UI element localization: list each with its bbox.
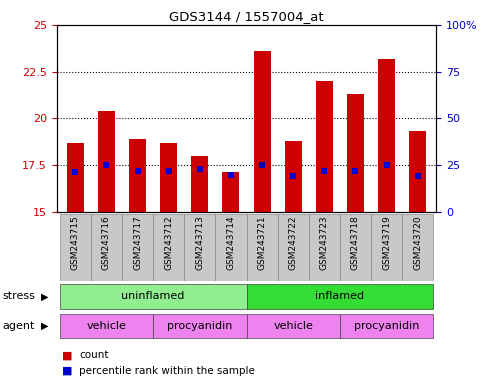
Text: vehicle: vehicle (87, 321, 126, 331)
Text: GSM243716: GSM243716 (102, 215, 111, 270)
Bar (316, 81, 333, 212)
Bar (184, 214, 215, 281)
Text: count: count (79, 350, 108, 360)
Text: GSM243717: GSM243717 (133, 215, 142, 270)
Text: ▶: ▶ (40, 291, 48, 301)
Bar (160, 142, 177, 212)
Text: GSM243721: GSM243721 (257, 215, 267, 270)
Text: procyanidin: procyanidin (354, 321, 419, 331)
Bar (253, 51, 271, 212)
Bar (309, 214, 340, 281)
Text: ▶: ▶ (40, 321, 48, 331)
Bar (129, 139, 146, 212)
Text: GSM243719: GSM243719 (382, 215, 391, 270)
Text: ■: ■ (62, 350, 72, 360)
Text: vehicle: vehicle (273, 321, 313, 331)
Text: GSM243714: GSM243714 (226, 215, 236, 270)
Text: GSM243722: GSM243722 (289, 215, 298, 270)
Bar (91, 214, 122, 281)
Text: GSM243715: GSM243715 (71, 215, 80, 270)
Bar (409, 131, 426, 212)
Bar (60, 284, 246, 309)
Text: GSM243720: GSM243720 (413, 215, 422, 270)
Text: procyanidin: procyanidin (167, 321, 233, 331)
Bar (222, 172, 240, 212)
Text: percentile rank within the sample: percentile rank within the sample (79, 366, 255, 376)
Bar (191, 156, 209, 212)
Bar (278, 214, 309, 281)
Bar (246, 284, 433, 309)
Bar (153, 314, 246, 338)
Bar (371, 214, 402, 281)
Bar (246, 314, 340, 338)
Bar (67, 142, 84, 212)
Bar (215, 214, 246, 281)
Text: uninflamed: uninflamed (121, 291, 185, 301)
Bar (153, 214, 184, 281)
Text: GSM243712: GSM243712 (164, 215, 173, 270)
Text: ■: ■ (62, 366, 72, 376)
Text: inflamed: inflamed (316, 291, 364, 301)
Bar (402, 214, 433, 281)
Bar (60, 314, 153, 338)
Bar (122, 214, 153, 281)
Text: agent: agent (2, 321, 35, 331)
Text: GSM243713: GSM243713 (195, 215, 204, 270)
Text: GSM243718: GSM243718 (351, 215, 360, 270)
Text: GDS3144 / 1557004_at: GDS3144 / 1557004_at (169, 10, 324, 23)
Bar (60, 214, 91, 281)
Text: stress: stress (2, 291, 35, 301)
Text: GSM243723: GSM243723 (320, 215, 329, 270)
Bar (340, 314, 433, 338)
Bar (98, 111, 115, 212)
Bar (340, 214, 371, 281)
Bar (378, 58, 395, 212)
Bar (284, 141, 302, 212)
Bar (246, 214, 278, 281)
Bar (347, 94, 364, 212)
